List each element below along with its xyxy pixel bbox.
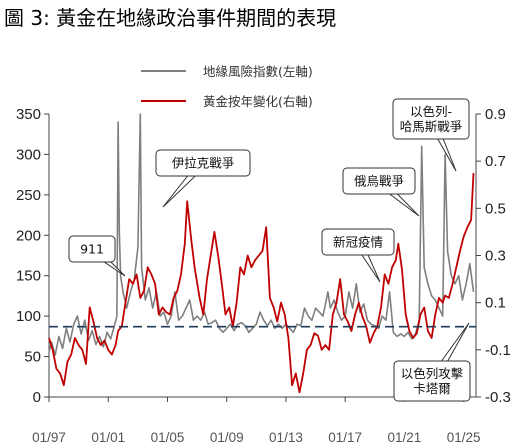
x-tick-label: 01/13 (269, 430, 303, 445)
left-tick-label: 300 (16, 146, 41, 163)
annotation-box-fill (323, 230, 393, 254)
right-tick-label: 0.9 (485, 106, 506, 123)
annotation-iraq: 伊拉克戰爭 (155, 149, 251, 208)
right-tick-label: 0.5 (485, 200, 506, 217)
annotation-covid: 新冠疫情 (321, 228, 395, 283)
annotation-box-fill (394, 100, 468, 138)
annotation-box-fill (395, 362, 469, 400)
legend: 地緣風險指數(左軸) 黃金按年變化(右軸) (141, 64, 313, 109)
legend-gold-label: 黃金按年變化(右軸) (203, 94, 313, 109)
annotation-label: 伊拉克戰爭 (172, 156, 235, 171)
annotation-label: 以色列- (410, 104, 452, 119)
left-axis-ticks: 0 50 100 150 200 250 300 350 (16, 106, 49, 406)
right-axis-ticks: -0.3 -0.1 0.1 0.3 0.5 0.7 0.9 (476, 106, 511, 406)
x-tick-label: 01/97 (32, 430, 66, 445)
annotation-ukraine: 俄烏戰爭 (342, 167, 420, 217)
annotation-box-fill (157, 151, 249, 175)
right-tick-label: 0.3 (485, 248, 506, 265)
left-tick-label: 0 (33, 389, 41, 406)
annotation-label: 新冠疫情 (333, 235, 383, 250)
annotation-label: 911 (80, 242, 104, 257)
annotation-box-fill (344, 169, 414, 193)
legend-risk-label: 地緣風險指數(左軸) (203, 64, 313, 79)
right-tick-label: -0.1 (485, 342, 511, 359)
x-axis-ticks: 01/97 01/01 01/05 01/09 01/13 01/17 01/21 01/25 (32, 397, 481, 445)
series-line-gold-yoy (48, 172, 475, 394)
series-layer (48, 113, 475, 394)
annotation-911: 911 (68, 235, 126, 277)
x-tick-label: 01/25 (447, 430, 481, 445)
left-tick-label: 50 (24, 349, 41, 366)
x-tick-label: 01/09 (210, 430, 244, 445)
annotation-label: 俄烏戰爭 (354, 174, 405, 189)
left-tick-label: 200 (16, 227, 41, 244)
right-tick-label: 0.7 (485, 153, 506, 170)
annotation-hamas: 以色列-哈馬斯戰爭 (392, 98, 470, 172)
x-tick-label: 01/05 (151, 430, 185, 445)
left-tick-label: 250 (16, 187, 41, 204)
page-title: 圖 3: 黃金在地緣政治事件期間的表現 (4, 6, 337, 30)
x-tick-label: 01/21 (388, 430, 422, 445)
series-line-risk-index (48, 113, 475, 356)
x-tick-label: 01/01 (91, 430, 125, 445)
annotation-label: 卡塔爾 (413, 381, 451, 396)
annotation-label: 以色列攻擊 (401, 366, 464, 381)
left-tick-label: 350 (16, 106, 41, 123)
left-tick-label: 100 (16, 308, 41, 325)
right-tick-label: -0.3 (485, 389, 511, 406)
right-tick-label: 0.1 (485, 295, 506, 312)
annotation-label: 哈馬斯戰爭 (400, 119, 463, 134)
x-tick-label: 01/17 (328, 430, 362, 445)
left-tick-label: 150 (16, 268, 41, 285)
annotation-box-fill (70, 237, 114, 261)
